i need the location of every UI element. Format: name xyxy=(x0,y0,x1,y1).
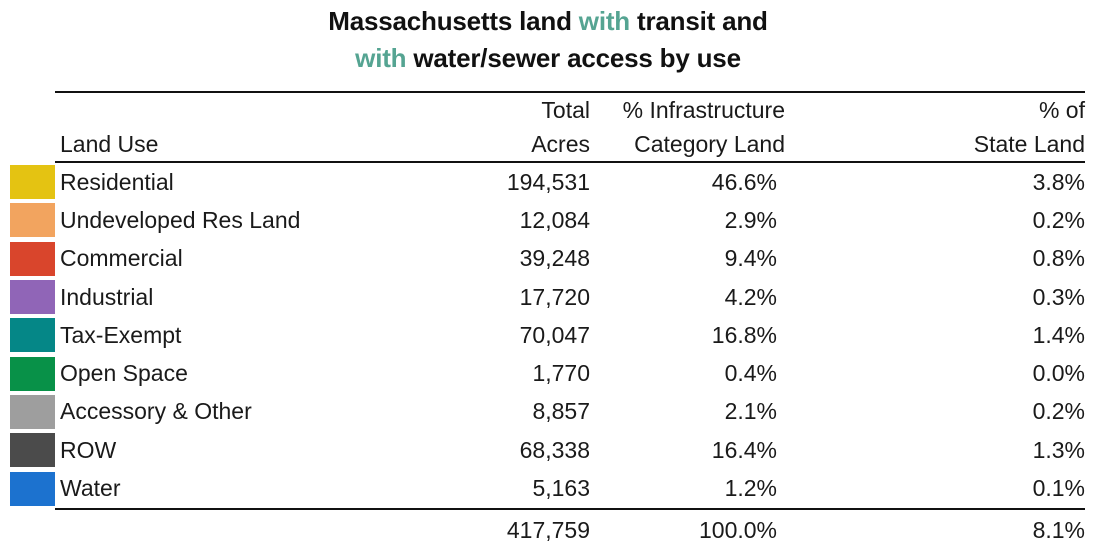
title-text: Massachusetts land xyxy=(328,6,579,36)
acres-cell: 17,720 xyxy=(519,283,590,310)
total-infra-pct-cell: 100.0% xyxy=(698,517,777,544)
acres-cell: 194,531 xyxy=(506,168,590,195)
header-total-acres: Total Acres xyxy=(531,97,590,157)
table-row: Accessory & Other 8,857 2.1% 0.2% xyxy=(10,393,1085,431)
header-land-use: Land Use xyxy=(60,131,159,157)
acres-cell: 68,338 xyxy=(519,436,590,463)
table-total-row: 417,759 100.0% 8.1% xyxy=(55,507,1085,552)
infra-pct-cell: 0.4% xyxy=(724,360,777,387)
state-pct-cell: 0.8% xyxy=(1032,245,1085,272)
title-accent-with: with xyxy=(355,43,407,73)
title-text: transit and xyxy=(629,6,768,36)
land-use-cell: Tax-Exempt xyxy=(60,321,182,348)
table-row: Commercial 39,248 9.4% 0.8% xyxy=(10,240,1085,278)
table-row: Industrial 17,720 4.2% 0.3% xyxy=(10,278,1085,316)
chart-title: Massachusetts land with transit and with… xyxy=(0,0,1096,77)
title-accent-with: with xyxy=(578,6,630,36)
header-infrastructure-pct: % Infrastructure Category Land xyxy=(622,97,785,157)
infra-pct-cell: 16.4% xyxy=(711,436,777,463)
table-header-row: Land Use Total Acres % Infrastructure Ca… xyxy=(55,91,1085,163)
acres-cell: 39,248 xyxy=(519,245,590,272)
legend-swatch xyxy=(10,471,55,506)
acres-cell: 5,163 xyxy=(532,475,590,502)
state-pct-cell: 0.0% xyxy=(1032,360,1085,387)
land-use-table: Land Use Total Acres % Infrastructure Ca… xyxy=(10,91,1085,552)
land-use-cell: Undeveloped Res Land xyxy=(60,206,301,233)
header-state-land-pct: % of State Land xyxy=(973,97,1085,157)
state-pct-cell: 3.8% xyxy=(1032,168,1085,195)
state-pct-cell: 0.2% xyxy=(1032,398,1085,425)
infra-pct-cell: 2.9% xyxy=(724,206,777,233)
chart-title-line2: with water/sewer access by use xyxy=(0,40,1096,77)
legend-swatch xyxy=(10,356,55,391)
land-use-cell: Open Space xyxy=(60,360,188,387)
table-row: Tax-Exempt 70,047 16.8% 1.4% xyxy=(10,316,1085,354)
legend-swatch xyxy=(10,280,55,315)
state-pct-cell: 0.2% xyxy=(1032,206,1085,233)
acres-cell: 1,770 xyxy=(532,360,590,387)
legend-swatch xyxy=(10,165,55,200)
legend-swatch xyxy=(10,203,55,238)
land-use-cell: Residential xyxy=(60,168,174,195)
legend-swatch xyxy=(10,433,55,468)
state-pct-cell: 0.1% xyxy=(1032,475,1085,502)
land-use-cell: ROW xyxy=(60,436,117,463)
table-row: Undeveloped Res Land 12,084 2.9% 0.2% xyxy=(10,201,1085,239)
land-use-cell: Accessory & Other xyxy=(60,398,252,425)
legend-swatch xyxy=(10,241,55,276)
land-use-cell: Water xyxy=(60,475,121,502)
land-use-cell: Industrial xyxy=(60,283,154,310)
acres-cell: 8,857 xyxy=(532,398,590,425)
infra-pct-cell: 16.8% xyxy=(711,321,777,348)
total-acres-cell: 417,759 xyxy=(506,517,590,544)
legend-swatch xyxy=(10,318,55,353)
infra-pct-cell: 46.6% xyxy=(711,168,777,195)
acres-cell: 12,084 xyxy=(519,206,590,233)
land-use-cell: Commercial xyxy=(60,245,183,272)
state-pct-cell: 1.4% xyxy=(1032,321,1085,348)
chart-title-line1: Massachusetts land with transit and xyxy=(0,3,1096,40)
title-text: water/sewer access by use xyxy=(406,43,741,73)
infra-pct-cell: 9.4% xyxy=(724,245,777,272)
state-pct-cell: 0.3% xyxy=(1032,283,1085,310)
state-pct-cell: 1.3% xyxy=(1032,436,1085,463)
table-row: Residential 194,531 46.6% 3.8% xyxy=(10,163,1085,201)
table-row: Water 5,163 1.2% 0.1% xyxy=(10,469,1085,507)
acres-cell: 70,047 xyxy=(519,321,590,348)
infra-pct-cell: 1.2% xyxy=(724,475,777,502)
total-state-pct-cell: 8.1% xyxy=(1032,517,1085,544)
infra-pct-cell: 2.1% xyxy=(724,398,777,425)
table-row: Open Space 1,770 0.4% 0.0% xyxy=(10,354,1085,392)
table-row: ROW 68,338 16.4% 1.3% xyxy=(10,431,1085,469)
legend-swatch xyxy=(10,394,55,429)
infra-pct-cell: 4.2% xyxy=(724,283,777,310)
